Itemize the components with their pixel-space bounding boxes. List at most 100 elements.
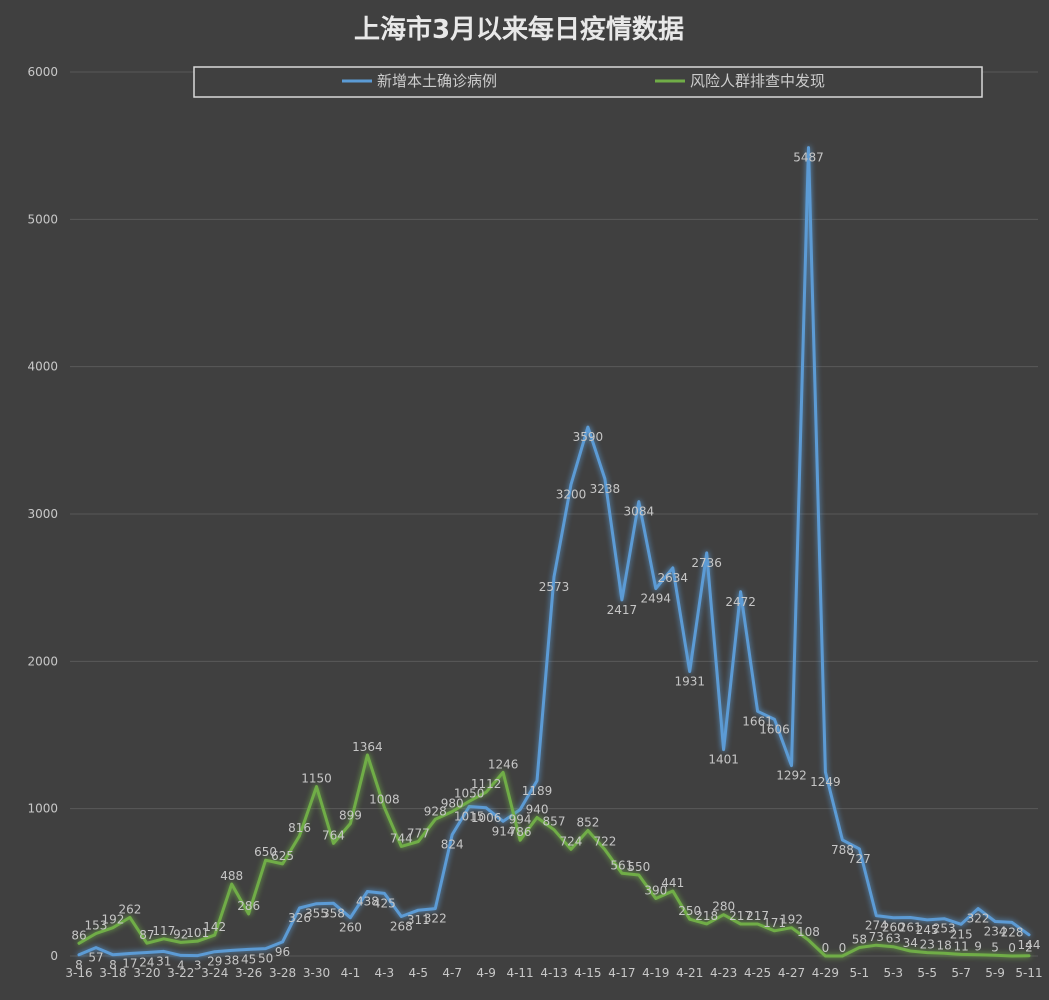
data-label: 914: [492, 824, 515, 838]
data-label: 0: [839, 941, 847, 955]
data-label: 280: [712, 900, 735, 914]
data-label: 650: [254, 845, 277, 859]
data-label: 722: [593, 835, 616, 849]
data-label: 764: [322, 828, 345, 842]
legend: 新增本土确诊病例 风险人群排查中发现: [193, 66, 983, 98]
series-line-1: [77, 146, 1031, 958]
data-label: 488: [220, 869, 243, 883]
x-tick-label: 4-25: [744, 966, 771, 980]
data-label: 11: [954, 939, 969, 953]
data-label: 153: [85, 918, 108, 932]
data-label: 788: [831, 843, 854, 857]
data-label: 24: [139, 955, 154, 969]
legend-label: 风险人群排查中发现: [690, 72, 825, 90]
data-label: 2736: [691, 556, 722, 570]
data-label: 824: [441, 838, 464, 852]
data-label: 940: [526, 803, 549, 817]
data-label: 58: [852, 932, 867, 946]
data-label: 268: [390, 920, 413, 934]
x-tick-label: 5-9: [985, 966, 1005, 980]
data-label: 228: [1001, 925, 1024, 939]
x-tick-label: 5-7: [951, 966, 971, 980]
x-tick-label: 4-19: [642, 966, 669, 980]
data-label: 50: [258, 952, 273, 966]
data-label: 250: [678, 904, 701, 918]
data-label: 625: [271, 849, 294, 863]
data-label: 29: [207, 955, 222, 969]
data-label: 980: [441, 797, 464, 811]
data-label: 215: [950, 927, 973, 941]
data-label: 2417: [607, 603, 638, 617]
data-label: 438: [356, 894, 379, 908]
data-label: 2: [1025, 941, 1033, 955]
x-tick-label: 4-23: [710, 966, 737, 980]
data-label: 142: [203, 920, 226, 934]
data-label: 441: [661, 876, 684, 890]
x-tick-label: 4-27: [778, 966, 805, 980]
data-label: 96: [275, 945, 290, 959]
series-lines: [77, 146, 1031, 958]
data-label: 17: [122, 956, 137, 970]
data-label: 4: [177, 958, 185, 972]
data-label: 311: [407, 913, 430, 927]
data-label: 0: [1008, 941, 1016, 955]
data-label: 3590: [573, 430, 604, 444]
data-label: 816: [288, 821, 311, 835]
data-label: 3200: [556, 488, 587, 502]
x-tick-label: 4-7: [442, 966, 462, 980]
data-label: 57: [88, 951, 103, 965]
x-axis: 3-16 3-18 3-20 3-22 3-24 3-26 3-28 3-30 4-1 4-3 4-…: [65, 966, 1042, 980]
x-tick-label: 4-1: [341, 966, 361, 980]
data-label: 217: [729, 909, 752, 923]
x-tick-label: 5-5: [917, 966, 937, 980]
data-label: 550: [627, 860, 650, 874]
data-label: 994: [509, 813, 532, 827]
data-label: 1150: [301, 772, 332, 786]
y-tick-label: 6000: [27, 65, 58, 79]
data-label: 260: [882, 921, 905, 935]
data-label: 261: [899, 921, 922, 935]
x-tick-label: 4-15: [574, 966, 601, 980]
y-tick-label: 0: [50, 949, 58, 963]
data-label: 262: [118, 902, 141, 916]
data-label: 18: [937, 938, 952, 952]
data-label: 253: [933, 922, 956, 936]
x-tick-label: 4-21: [676, 966, 703, 980]
x-tick-label: 3-22: [167, 966, 194, 980]
y-tick-label: 4000: [27, 360, 58, 374]
x-tick-label: 4-9: [476, 966, 496, 980]
data-label: 101: [186, 926, 209, 940]
data-label: 358: [322, 906, 345, 920]
data-label: 5487: [793, 151, 824, 165]
data-label: 86: [71, 928, 86, 942]
y-tick-label: 2000: [27, 654, 58, 668]
x-tick-label: 4-3: [375, 966, 395, 980]
data-label: 1006: [471, 811, 502, 825]
x-tick-label: 3-28: [269, 966, 296, 980]
data-label: 2573: [539, 580, 570, 594]
x-tick-label: 5-11: [1015, 966, 1042, 980]
data-label: 73: [869, 930, 884, 944]
x-tick-label: 4-11: [506, 966, 533, 980]
x-tick-label: 3-26: [235, 966, 262, 980]
legend-box: [193, 66, 983, 98]
data-label: 234: [984, 925, 1007, 939]
data-label: 852: [576, 815, 599, 829]
data-label: 9: [974, 940, 982, 954]
data-label: 561: [610, 858, 633, 872]
y-axis: 0 1000 2000 3000 4000 5000 6000: [27, 65, 58, 963]
data-label: 3: [194, 959, 202, 973]
y-tick-label: 1000: [27, 802, 58, 816]
x-tick-label: 3-16: [65, 966, 92, 980]
data-label: 727: [848, 852, 871, 866]
data-label: 87: [139, 928, 154, 942]
data-label: 245: [916, 923, 939, 937]
data-label: 786: [509, 825, 532, 839]
x-tick-label: 3-24: [201, 966, 228, 980]
data-label: 260: [339, 921, 362, 935]
data-label: 31: [156, 954, 171, 968]
data-label: 45: [241, 952, 256, 966]
x-tick-label: 4-5: [408, 966, 428, 980]
data-label: 1292: [776, 769, 807, 783]
